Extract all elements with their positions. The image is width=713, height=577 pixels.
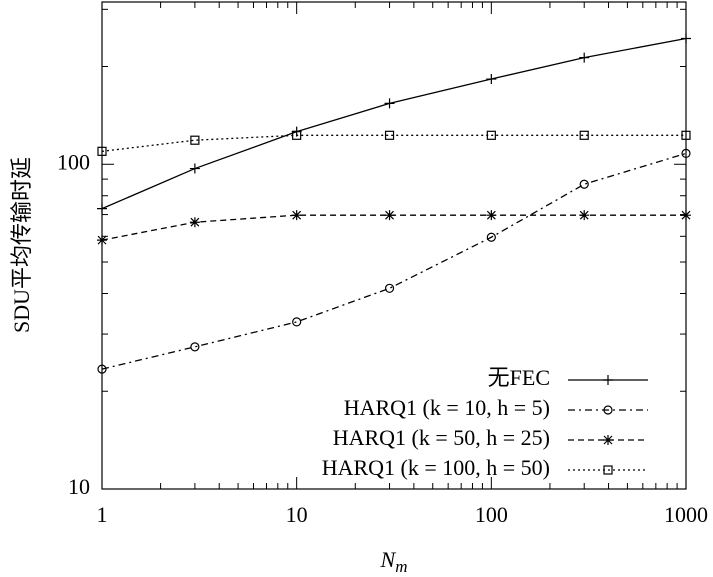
x-tick-label: 1 <box>97 502 108 527</box>
y-axis-label: SDU平均传输时延 <box>9 157 34 333</box>
marker <box>384 210 395 221</box>
marker <box>384 98 395 109</box>
marker <box>603 465 613 475</box>
legend-label: HARQ1 (k = 100, h = 50) <box>322 455 550 480</box>
marker <box>579 52 590 63</box>
marker <box>384 283 395 293</box>
marker <box>681 148 691 159</box>
marker <box>579 210 590 221</box>
x-tick-label: 100 <box>475 502 508 527</box>
x-tick-label: 1000 <box>664 502 708 527</box>
legend-label: HARQ1 (k = 10, h = 5) <box>344 395 550 420</box>
series-line <box>101 214 686 241</box>
x-tick-label: 10 <box>286 502 308 527</box>
marker <box>292 130 302 140</box>
y-tick-label: 100 <box>57 149 90 174</box>
marker <box>97 364 107 374</box>
legend-label: HARQ1 (k = 50, h = 25) <box>333 425 550 450</box>
marker <box>97 146 107 156</box>
marker <box>579 179 589 189</box>
marker <box>486 130 496 140</box>
series-line <box>101 152 687 370</box>
marker <box>603 405 613 415</box>
marker <box>681 33 691 44</box>
marker <box>189 163 200 174</box>
x-axis-label-sub: m <box>395 557 407 576</box>
marker <box>486 210 497 221</box>
marker <box>292 317 302 327</box>
marker <box>681 210 691 221</box>
marker <box>190 135 200 145</box>
x-axis-label: Nm <box>380 547 408 576</box>
y-tick-label: 10 <box>68 474 90 499</box>
plot-frame <box>101 1 687 490</box>
marker <box>190 342 200 352</box>
marker <box>486 232 496 242</box>
marker <box>291 210 302 221</box>
marker <box>579 130 589 140</box>
x-axis-label-main: N <box>380 547 397 572</box>
marker <box>486 74 497 85</box>
marker <box>384 130 395 140</box>
series-line <box>101 37 687 210</box>
marker <box>97 235 107 246</box>
marker <box>97 203 107 214</box>
legend-label: 无FEC <box>488 365 550 390</box>
marker <box>603 375 613 385</box>
marker <box>189 217 200 228</box>
marker <box>681 130 691 140</box>
marker <box>603 435 613 445</box>
